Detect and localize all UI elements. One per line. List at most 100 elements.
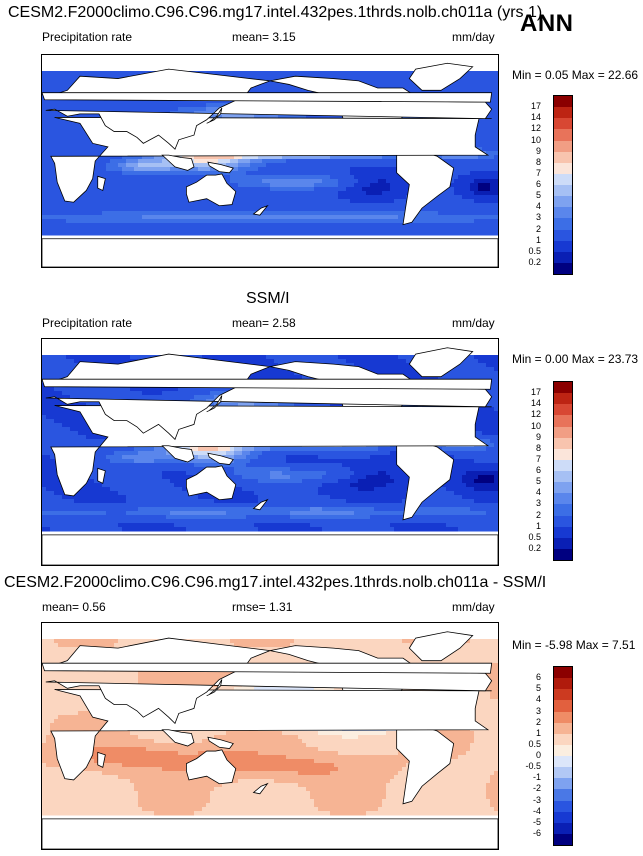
map-cell (158, 211, 163, 216)
map-cell (430, 215, 435, 220)
map-cell (258, 75, 263, 80)
map-cell (386, 211, 391, 216)
map-cell (254, 231, 259, 236)
map-cell (270, 155, 275, 160)
map-cell (398, 179, 403, 184)
map-cell (134, 163, 139, 168)
map-cell (134, 167, 139, 172)
map-cell (106, 211, 111, 216)
map-cell (290, 163, 295, 168)
map-cell (186, 211, 191, 216)
map-cell (146, 175, 151, 180)
map-cell (218, 207, 223, 212)
map-cell (58, 227, 63, 232)
map-cell (370, 355, 375, 360)
map-cell (150, 187, 155, 192)
map-cell (258, 175, 263, 180)
map-cell (214, 171, 219, 176)
map-cell (290, 203, 295, 208)
map-cell (210, 207, 215, 212)
map-cell (174, 175, 179, 180)
map-cell (130, 199, 135, 204)
map-cell (182, 179, 187, 184)
map-cell (130, 171, 135, 176)
map-cell (302, 359, 307, 364)
map-cell (438, 203, 443, 208)
map-cell (250, 227, 255, 232)
map-cell (162, 179, 167, 184)
map-cell (326, 175, 331, 180)
map-cell (50, 167, 55, 172)
map-cell (126, 195, 131, 200)
map-cell (62, 227, 67, 232)
map-cell (66, 135, 71, 140)
map-cell (62, 127, 67, 132)
map-cell (142, 199, 147, 204)
map-cell (254, 171, 259, 176)
map-cell (142, 171, 147, 176)
map-cell (322, 171, 327, 176)
map-cell (98, 355, 103, 360)
map-cell (450, 199, 455, 204)
map-cell (490, 103, 495, 108)
map-cell (222, 231, 227, 236)
map-cell (314, 203, 319, 208)
map-cell (102, 99, 107, 104)
map-cell (430, 219, 435, 224)
map-cell (266, 355, 271, 360)
map-cell (494, 71, 498, 76)
map-cell (178, 223, 183, 228)
map-cell (110, 175, 115, 180)
map-cell (442, 211, 447, 216)
map-cell (446, 155, 451, 160)
map-cell (406, 83, 411, 88)
map-cell (334, 159, 339, 164)
map-cell (130, 223, 135, 228)
map-cell (66, 123, 71, 128)
map-cell (258, 231, 263, 236)
map-cell (294, 187, 299, 192)
map-cell (314, 191, 319, 196)
map-cell (186, 183, 191, 188)
map-cell (102, 195, 107, 200)
map-cell (98, 359, 103, 364)
map-cell (350, 359, 355, 364)
map-cell (302, 171, 307, 176)
map-cell (354, 203, 359, 208)
map-cell (306, 187, 311, 192)
map-cell (134, 171, 139, 176)
map-cell (370, 207, 375, 212)
map-cell (322, 71, 327, 76)
map-cell (270, 231, 275, 236)
map-cell (450, 87, 455, 92)
map-cell (150, 215, 155, 220)
map-cell (134, 219, 139, 224)
map-cell (270, 195, 275, 200)
map-cell (278, 359, 283, 364)
map-cell (238, 71, 243, 76)
map-cell (422, 219, 427, 224)
map-cell (366, 231, 371, 236)
map-cell (282, 179, 287, 184)
map-cell (486, 183, 491, 188)
map-cell (474, 139, 479, 144)
map-cell (230, 223, 235, 228)
map-cell (334, 163, 339, 168)
map-cell (46, 83, 51, 88)
map-cell (246, 223, 251, 228)
map-cell (78, 103, 83, 108)
map-cell (374, 155, 379, 160)
map-cell (102, 171, 107, 176)
map-cell (470, 83, 475, 88)
map-cell (166, 107, 171, 112)
map-cell (338, 175, 343, 180)
season-label: ANN (520, 10, 574, 37)
map-cell (266, 163, 271, 168)
map-cell (162, 187, 167, 192)
map-cell (242, 175, 247, 180)
map-cell (270, 211, 275, 216)
map-cell (278, 163, 283, 168)
map-cell (462, 163, 467, 168)
map-cell (242, 71, 247, 76)
map-cell (466, 79, 471, 84)
